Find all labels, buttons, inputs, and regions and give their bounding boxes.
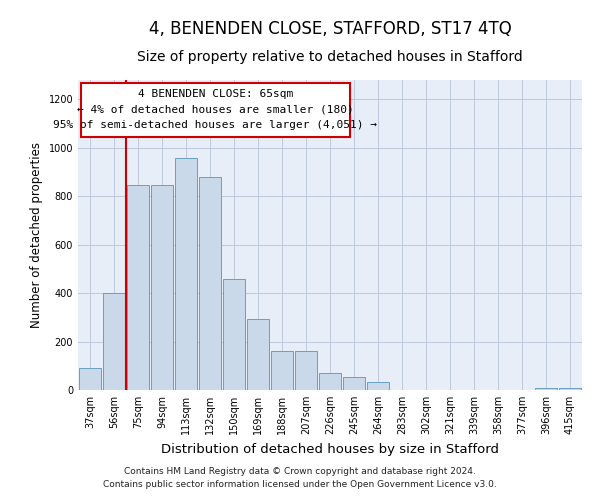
Bar (535, 388, 557, 390)
Text: 4 BENENDEN CLOSE: 65sqm: 4 BENENDEN CLOSE: 65sqm (138, 88, 293, 99)
Bar (343, 376, 365, 390)
Bar (367, 382, 389, 390)
Text: Size of property relative to detached houses in Stafford: Size of property relative to detached ho… (137, 50, 523, 64)
Bar (79, 368, 101, 390)
Y-axis label: Number of detached properties: Number of detached properties (30, 142, 43, 328)
Bar (559, 388, 581, 390)
Text: Contains public sector information licensed under the Open Government Licence v3: Contains public sector information licen… (103, 480, 497, 489)
Bar (199, 177, 221, 390)
Bar (271, 351, 293, 390)
Bar (127, 186, 149, 390)
Text: Contains HM Land Registry data © Crown copyright and database right 2024.: Contains HM Land Registry data © Crown c… (124, 467, 476, 476)
Bar (295, 351, 317, 390)
X-axis label: Distribution of detached houses by size in Stafford: Distribution of detached houses by size … (161, 442, 499, 456)
Bar (151, 186, 173, 390)
Text: 4, BENENDEN CLOSE, STAFFORD, ST17 4TQ: 4, BENENDEN CLOSE, STAFFORD, ST17 4TQ (149, 20, 511, 38)
Text: 95% of semi-detached houses are larger (4,051) →: 95% of semi-detached houses are larger (… (53, 120, 377, 130)
Bar (103, 293, 125, 390)
FancyBboxPatch shape (80, 83, 350, 138)
Bar (175, 158, 197, 390)
Bar (223, 278, 245, 390)
Bar (319, 373, 341, 390)
Bar (247, 318, 269, 390)
Text: ← 4% of detached houses are smaller (180): ← 4% of detached houses are smaller (180… (77, 104, 354, 114)
